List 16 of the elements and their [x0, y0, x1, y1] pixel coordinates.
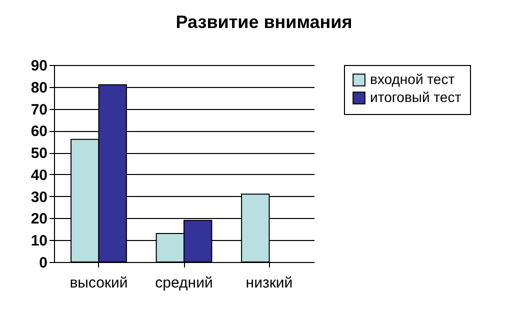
y-tick-label: 30 [30, 188, 48, 206]
y-tick-label: 10 [30, 232, 48, 250]
legend-label: итоговый тест [370, 89, 462, 105]
y-tick-label: 70 [30, 101, 48, 118]
x-tick-label: средний [155, 274, 213, 292]
y-tick-label: 0 [39, 254, 48, 272]
legend-label: входной тест [370, 71, 456, 87]
y-tick-label: 50 [30, 145, 48, 162]
x-tick-label: высокий [70, 274, 128, 292]
y-tick-label: 40 [30, 166, 48, 184]
chart-title: Развитие внимания [176, 12, 352, 32]
y-tick-label: 20 [30, 210, 48, 228]
y-tick-label: 90 [30, 58, 48, 74]
y-tick-label: 80 [30, 79, 48, 96]
y-tick-label: 60 [30, 123, 48, 140]
x-tick-label: низкий [246, 274, 293, 292]
